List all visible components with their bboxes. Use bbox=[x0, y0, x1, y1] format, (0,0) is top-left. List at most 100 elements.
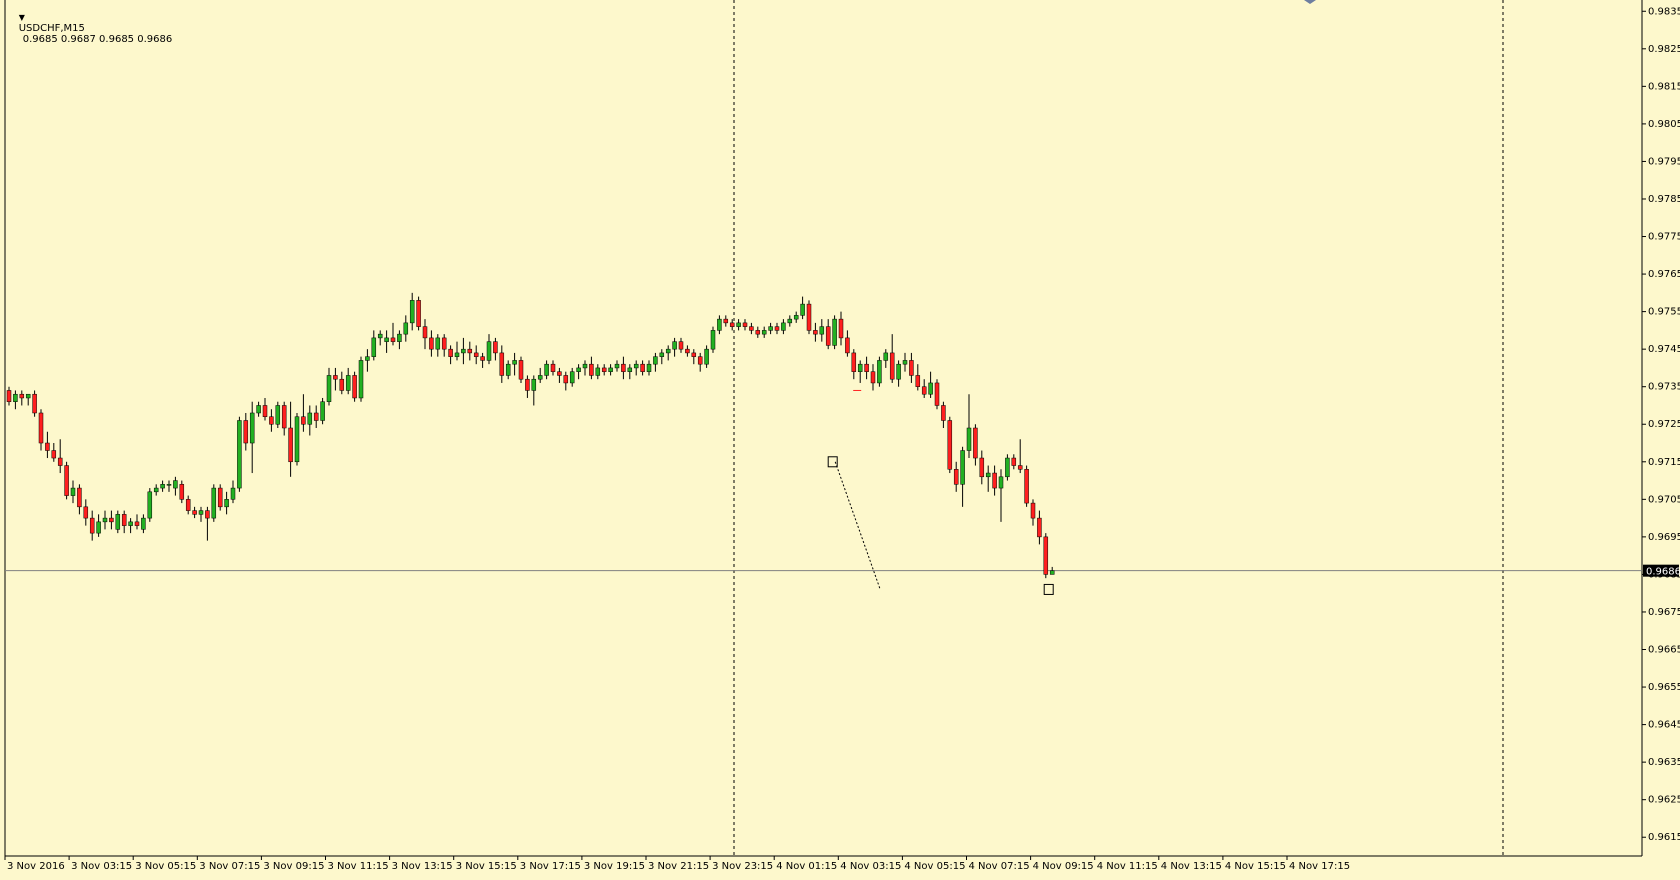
candle-body[interactable] bbox=[473, 352, 479, 357]
candle-body[interactable] bbox=[973, 427, 978, 459]
candle-body[interactable] bbox=[1049, 570, 1055, 575]
candle-body[interactable] bbox=[435, 337, 441, 350]
candle-body[interactable] bbox=[499, 352, 505, 376]
candle-body[interactable] bbox=[198, 510, 204, 515]
candle-body[interactable] bbox=[627, 367, 633, 372]
candle-body[interactable] bbox=[800, 303, 805, 316]
candle-body[interactable] bbox=[697, 356, 703, 365]
candle-body[interactable] bbox=[531, 378, 537, 391]
candle-body[interactable] bbox=[115, 514, 121, 530]
candle-body[interactable] bbox=[185, 499, 191, 511]
candle-body[interactable] bbox=[38, 412, 44, 444]
candle-body[interactable] bbox=[403, 322, 409, 335]
candle-body[interactable] bbox=[480, 356, 485, 361]
candle-body[interactable] bbox=[486, 341, 492, 361]
candle-body[interactable] bbox=[621, 363, 626, 372]
candle-body[interactable] bbox=[691, 352, 697, 357]
candle-body[interactable] bbox=[851, 352, 857, 372]
candle-body[interactable] bbox=[64, 465, 69, 496]
arrow-exit-icon[interactable] bbox=[1043, 583, 1054, 595]
candle-body[interactable] bbox=[653, 356, 658, 365]
candle-body[interactable] bbox=[377, 333, 383, 339]
candle-body[interactable] bbox=[371, 337, 377, 357]
candle-body[interactable] bbox=[249, 412, 255, 444]
candle-body[interactable] bbox=[589, 363, 594, 376]
candle-body[interactable] bbox=[358, 360, 364, 399]
candle-body[interactable] bbox=[467, 348, 473, 354]
candle-body[interactable] bbox=[947, 420, 953, 470]
candle-body[interactable] bbox=[352, 375, 357, 399]
candle-body[interactable] bbox=[1017, 465, 1023, 470]
candle-body[interactable] bbox=[313, 412, 319, 421]
candle-body[interactable] bbox=[422, 326, 428, 339]
candle-body[interactable] bbox=[301, 416, 306, 425]
candle-body[interactable] bbox=[45, 442, 50, 451]
candle-body[interactable] bbox=[237, 420, 242, 489]
candle-body[interactable] bbox=[870, 371, 876, 384]
candle-body[interactable] bbox=[857, 363, 863, 372]
candle-body[interactable] bbox=[838, 318, 844, 339]
candle-body[interactable] bbox=[646, 363, 652, 372]
candle-body[interactable] bbox=[883, 352, 889, 361]
candle-body[interactable] bbox=[608, 367, 613, 372]
candle-body[interactable] bbox=[269, 416, 274, 425]
candle-body[interactable] bbox=[1037, 517, 1042, 538]
candle-body[interactable] bbox=[134, 521, 140, 526]
candle-body[interactable] bbox=[461, 348, 466, 354]
candle-body[interactable] bbox=[96, 521, 101, 534]
candle-body[interactable] bbox=[563, 375, 569, 384]
candle-body[interactable] bbox=[173, 480, 178, 489]
candle-body[interactable] bbox=[845, 337, 850, 354]
candle-body[interactable] bbox=[160, 484, 165, 489]
candle-body[interactable] bbox=[448, 348, 453, 357]
candle-body[interactable] bbox=[832, 318, 837, 346]
candle-body[interactable] bbox=[998, 476, 1004, 489]
candle-body[interactable] bbox=[934, 382, 940, 406]
candle-body[interactable] bbox=[525, 378, 530, 391]
candle-body[interactable] bbox=[749, 326, 754, 331]
candle-body[interactable] bbox=[1043, 536, 1049, 575]
candle-body[interactable] bbox=[179, 484, 185, 500]
candle-body[interactable] bbox=[909, 360, 914, 376]
candle-body[interactable] bbox=[384, 337, 389, 342]
candle-body[interactable] bbox=[224, 499, 229, 508]
candle-body[interactable] bbox=[32, 393, 37, 414]
candle-body[interactable] bbox=[256, 405, 261, 414]
candle-body[interactable] bbox=[416, 300, 421, 327]
candle-body[interactable] bbox=[262, 405, 268, 417]
candle-body[interactable] bbox=[326, 375, 332, 402]
candle-body[interactable] bbox=[659, 352, 665, 357]
candle-body[interactable] bbox=[365, 356, 370, 361]
candle-body[interactable] bbox=[454, 352, 460, 357]
candle-body[interactable] bbox=[742, 322, 748, 327]
symbol-header[interactable]: ▼ USDCHF,M15 0.9685 0.9687 0.9685 0.9686 bbox=[6, 1, 173, 56]
candle-body[interactable] bbox=[992, 472, 997, 489]
candle-body[interactable] bbox=[505, 363, 511, 376]
candle-body[interactable] bbox=[275, 405, 281, 425]
candle-body[interactable] bbox=[70, 487, 76, 496]
candle-body[interactable] bbox=[192, 510, 197, 515]
candle-body[interactable] bbox=[717, 318, 722, 331]
candle-body[interactable] bbox=[985, 472, 991, 478]
candle-body[interactable] bbox=[979, 457, 985, 478]
candle-body[interactable] bbox=[102, 517, 108, 523]
candle-body[interactable] bbox=[768, 326, 773, 331]
candle-body[interactable] bbox=[89, 517, 95, 534]
candle-body[interactable] bbox=[614, 363, 620, 369]
candle-body[interactable] bbox=[409, 300, 415, 324]
candle-body[interactable] bbox=[333, 375, 338, 380]
candle-body[interactable] bbox=[77, 487, 82, 508]
candle-body[interactable] bbox=[1005, 457, 1010, 478]
candle-body[interactable] bbox=[217, 487, 223, 508]
candle-body[interactable] bbox=[19, 393, 25, 399]
candle-body[interactable] bbox=[1011, 457, 1017, 466]
candle-body[interactable] bbox=[928, 382, 933, 395]
trade-entry-icon[interactable] bbox=[827, 456, 838, 468]
candle-body[interactable] bbox=[806, 303, 812, 331]
candle-body[interactable] bbox=[51, 450, 57, 459]
candle-body[interactable] bbox=[493, 341, 498, 354]
candle-body[interactable] bbox=[320, 401, 325, 421]
candle-body[interactable] bbox=[889, 352, 895, 380]
